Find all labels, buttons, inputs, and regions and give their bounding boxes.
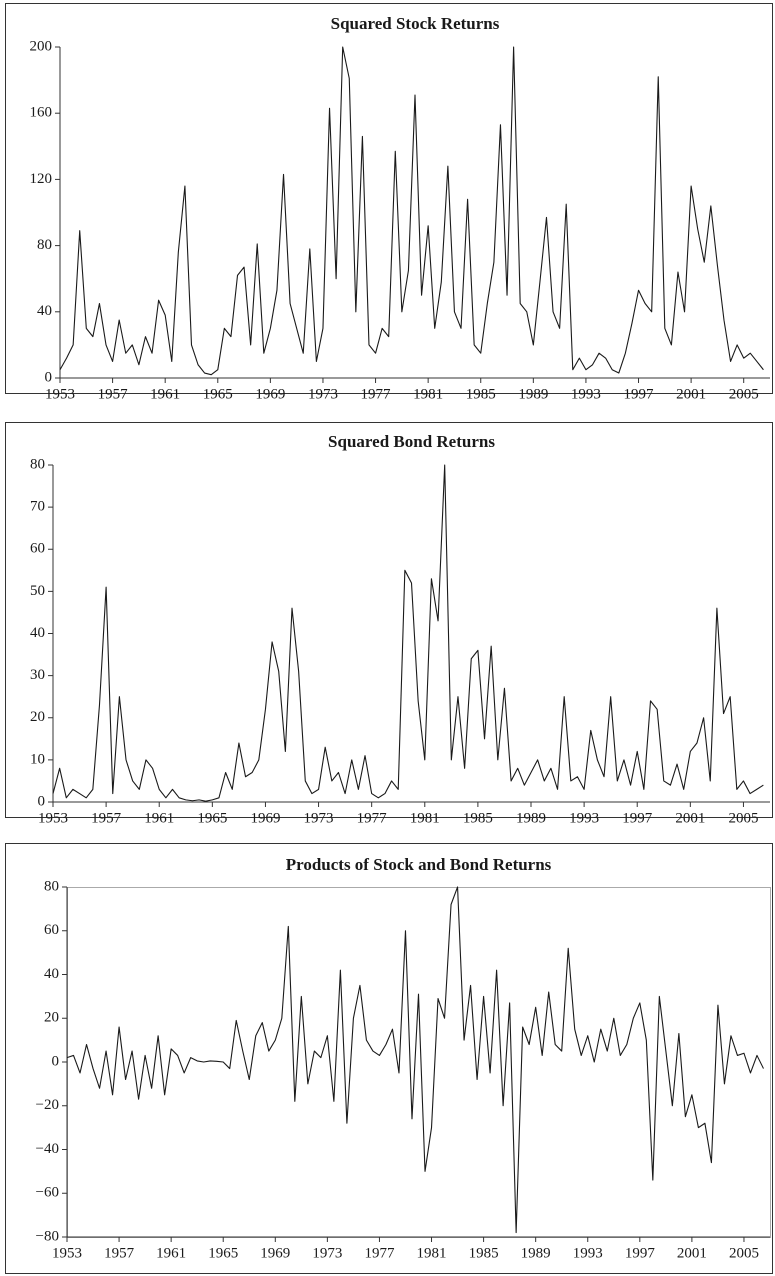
x-tick-label: 1989 — [521, 1245, 551, 1261]
y-tick-label: 50 — [30, 583, 45, 599]
x-tick-label: 2005 — [728, 810, 758, 826]
x-tick-label: 1953 — [38, 810, 68, 826]
y-tick-label: 120 — [30, 171, 53, 187]
y-tick-label: −20 — [36, 1097, 59, 1113]
x-tick-label: 2001 — [675, 810, 705, 826]
y-tick-label: 0 — [38, 793, 46, 809]
x-tick-label: 1953 — [45, 386, 75, 402]
data-line — [52, 464, 764, 802]
x-tick-label: 1989 — [518, 386, 548, 402]
x-tick-label: 1981 — [417, 1245, 447, 1261]
x-tick-label: 1961 — [144, 810, 174, 826]
x-tick-label: 2005 — [729, 386, 759, 402]
x-tick-label: 1993 — [569, 810, 599, 826]
y-tick-label: 60 — [30, 541, 45, 557]
y-tick-label: 0 — [45, 369, 53, 385]
x-tick-label: 1973 — [304, 810, 334, 826]
y-tick-label: 10 — [30, 751, 45, 767]
y-tick-label: 200 — [30, 38, 53, 54]
x-tick-label: 1961 — [156, 1245, 186, 1261]
y-tick-label: 80 — [30, 456, 45, 472]
x-tick-label: 1961 — [150, 386, 180, 402]
x-tick-label: 1977 — [361, 386, 392, 402]
y-tick-label: 40 — [30, 625, 45, 641]
x-tick-label: 1969 — [260, 1245, 290, 1261]
x-tick-label: 2001 — [676, 386, 706, 402]
x-tick-label: 1973 — [312, 1245, 342, 1261]
x-tick-label: 1985 — [469, 1245, 499, 1261]
plot-frame — [67, 887, 771, 1238]
x-tick-label: 1969 — [255, 386, 285, 402]
x-tick-label: 1993 — [573, 1245, 603, 1261]
chart-title: Squared Bond Returns — [328, 432, 495, 451]
y-tick-label: 30 — [30, 667, 45, 683]
x-tick-label: 1965 — [208, 1245, 238, 1261]
x-tick-label: 1997 — [625, 1245, 656, 1261]
y-tick-label: 70 — [30, 499, 45, 515]
x-tick-label: 2001 — [677, 1245, 707, 1261]
x-tick-label: 1985 — [466, 386, 496, 402]
y-tick-label: 40 — [44, 966, 59, 982]
y-tick-label: 20 — [30, 709, 45, 725]
x-tick-label: 1965 — [197, 810, 227, 826]
x-tick-label: 1957 — [98, 386, 129, 402]
y-tick-label: 80 — [37, 237, 52, 253]
data-line — [59, 46, 764, 376]
x-tick-label: 1989 — [516, 810, 546, 826]
x-tick-label: 1969 — [250, 810, 280, 826]
x-tick-label: 1981 — [410, 810, 440, 826]
x-tick-label: 1957 — [91, 810, 122, 826]
x-tick-label: 1981 — [413, 386, 443, 402]
y-tick-label: 60 — [44, 922, 59, 938]
x-tick-label: 1953 — [52, 1245, 82, 1261]
y-tick-label: 160 — [30, 105, 53, 121]
x-tick-label: 1997 — [624, 386, 655, 402]
y-tick-label: 0 — [52, 1053, 60, 1069]
x-tick-label: 1957 — [104, 1245, 135, 1261]
y-tick-label: 80 — [44, 878, 59, 894]
y-tick-label: 20 — [44, 1010, 59, 1026]
chart-title: Products of Stock and Bond Returns — [286, 855, 552, 874]
chart-frame — [5, 3, 773, 394]
chart-title: Squared Stock Returns — [331, 14, 500, 33]
x-tick-label: 1993 — [571, 386, 601, 402]
data-line — [66, 886, 764, 1234]
x-tick-label: 1985 — [463, 810, 493, 826]
y-tick-label: −60 — [36, 1185, 59, 1201]
chart-frame — [5, 422, 773, 818]
x-tick-label: 2005 — [729, 1245, 759, 1261]
x-tick-label: 1965 — [203, 386, 233, 402]
y-tick-label: −40 — [36, 1141, 59, 1157]
chart-frame — [5, 843, 773, 1274]
x-tick-label: 1973 — [308, 386, 338, 402]
y-tick-label: 40 — [37, 303, 52, 319]
x-tick-label: 1977 — [364, 1245, 395, 1261]
y-tick-label: −80 — [36, 1228, 59, 1244]
x-tick-label: 1997 — [622, 810, 653, 826]
x-tick-label: 1977 — [357, 810, 388, 826]
